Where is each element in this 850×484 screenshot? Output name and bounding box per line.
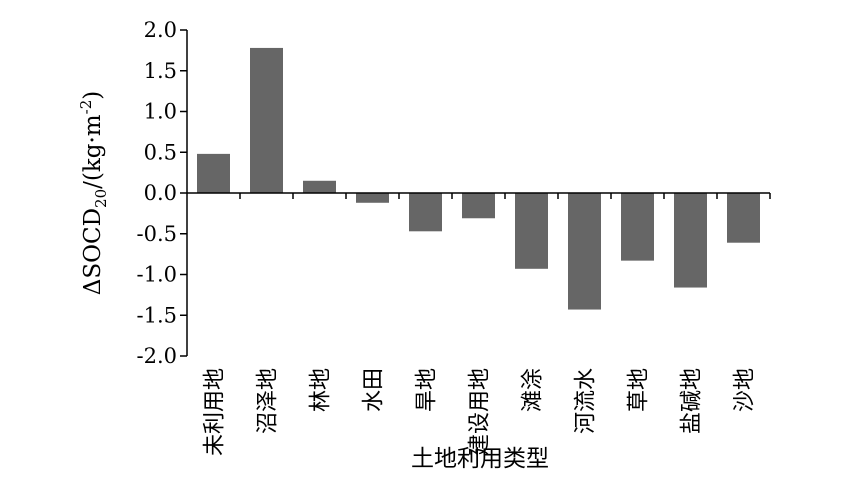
bar-3 <box>303 180 336 193</box>
category-label: 盐碱地 <box>680 368 705 434</box>
bar-2 <box>250 47 283 194</box>
bar-6 <box>462 193 495 219</box>
y-tick-label: -2.0 <box>137 344 178 368</box>
y-axis-title: ΔSOCD20/(kg·m-2) <box>77 91 110 295</box>
category-label: 水田 <box>362 368 387 412</box>
bars <box>197 47 760 310</box>
category-label: 旱地 <box>415 368 440 412</box>
category-label: 未利用地 <box>203 368 228 456</box>
category-label: 河流水 <box>574 368 599 434</box>
y-axis-ticks: 2.0 1.5 1.0 0.5 0.0 -0.5 -1.0 -1.5 -2.0 <box>137 18 187 368</box>
y-title-unit: /(kg·m <box>80 114 106 189</box>
category-label: 滩涂 <box>521 368 546 412</box>
bar-10 <box>674 193 707 288</box>
y-tick-label: 2.0 <box>144 18 177 42</box>
bar-9 <box>621 193 654 261</box>
bar-5 <box>409 193 442 232</box>
bar-1 <box>197 153 230 193</box>
y-title-superscript: -2 <box>77 100 95 115</box>
y-tick-label: 1.5 <box>144 59 177 83</box>
y-tick-label: -1.0 <box>137 263 178 287</box>
bar-8 <box>568 193 601 310</box>
category-label: 林地 <box>309 368 334 412</box>
category-label: 沙地 <box>733 368 758 412</box>
bar-4 <box>356 193 389 203</box>
category-label: 沼泽地 <box>256 368 281 434</box>
y-title-close: ) <box>80 91 106 100</box>
y-tick-label: 1.0 <box>144 100 177 124</box>
category-label: 草地 <box>627 368 652 412</box>
category-labels: 未利用地 沼泽地 林地 水田 旱地 建设用地 滩涂 河流水 草地 盐碱地 沙地 <box>203 368 758 456</box>
y-title-main: ΔSOCD <box>80 208 106 295</box>
bar-11 <box>727 193 760 243</box>
y-title-subscript: 20 <box>92 189 110 208</box>
y-tick-label: 0.5 <box>144 140 177 164</box>
bar-7 <box>515 193 548 269</box>
y-tick-label: 0.0 <box>144 181 177 205</box>
x-axis-ticks <box>239 193 771 199</box>
y-tick-label: -0.5 <box>137 222 178 246</box>
x-axis-title: 土地利用类型 <box>411 446 549 472</box>
category-label: 建设用地 <box>468 368 493 456</box>
y-tick-label: -1.5 <box>137 303 178 327</box>
